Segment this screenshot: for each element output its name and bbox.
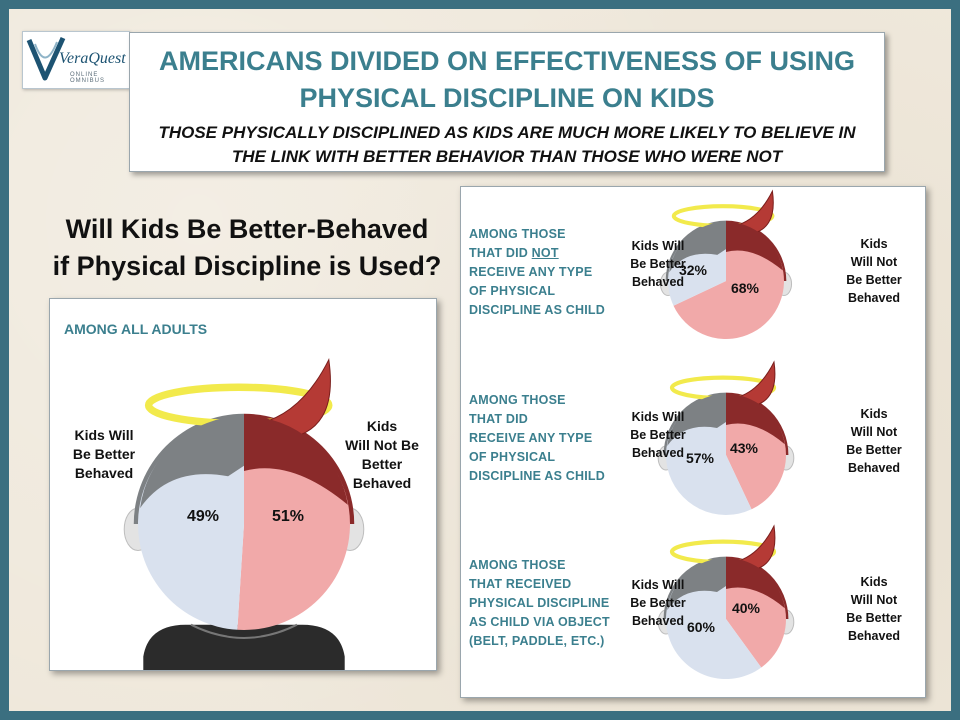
- hair-fringe-devil-icon: [726, 557, 785, 609]
- group2-title-line: THAT DID: [469, 412, 528, 426]
- label-not-line: Behaved: [352, 475, 412, 491]
- label-not-line: Will Not: [850, 425, 898, 439]
- label-not-line: Better: [361, 456, 403, 472]
- hair-fringe-angel-icon: [667, 557, 726, 610]
- group3-label-better: Kids Will Be Better Behaved: [623, 576, 693, 630]
- label-not-line: Be Better: [846, 273, 902, 287]
- logo-v-mark-icon: [26, 36, 66, 81]
- subgroup-pie-charts: 32% 68% 57% 43% 60% 40%: [657, 189, 795, 679]
- label-not-line: Will Not Be: [345, 437, 419, 453]
- group1-label-better: Kids Will Be Better Behaved: [623, 237, 693, 291]
- label-better-line: Kids Will: [631, 239, 685, 253]
- group2-label-better: Kids Will Be Better Behaved: [623, 408, 693, 462]
- label-not-line: Kids: [860, 407, 888, 421]
- header-title-line1: AMERICANS DIVIDED ON EFFECTIVENESS OF US…: [158, 46, 856, 76]
- question-line2: if Physical Discipline is Used?: [52, 251, 442, 281]
- label-better-line: Behaved: [631, 275, 685, 289]
- devil-horn-icon: [258, 358, 331, 440]
- label-not-line: Kids: [860, 575, 888, 589]
- group3-title-line: THAT RECEIVED: [469, 577, 572, 591]
- header-subtitle-line1: THOSE PHYSICALLY DISCIPLINED AS KIDS ARE…: [158, 123, 856, 142]
- header-title: AMERICANS DIVIDED ON EFFECTIVENESS OF US…: [130, 43, 884, 117]
- question-heading: Will Kids Be Better-Behaved if Physical …: [37, 211, 457, 285]
- pct-label-not-better: 43%: [730, 440, 759, 456]
- group2-title-line: AMONG THOSE: [469, 393, 566, 407]
- pct-label-not-better: 40%: [732, 600, 761, 616]
- veraquest-logo: VeraQuest ONLINE OMNIBUS: [22, 31, 130, 89]
- logo-tagline: ONLINE OMNIBUS: [70, 72, 106, 84]
- header-subtitle-line2: THE LINK WITH BETTER BEHAVIOR THAN THOSE…: [231, 147, 783, 166]
- label-better-line: Behaved: [74, 465, 134, 481]
- all-adults-title: AMONG ALL ADULTS: [64, 321, 208, 337]
- hair-fringe-devil-icon: [726, 393, 785, 445]
- all-adults-pie-chart: 49% 51%: [123, 358, 365, 670]
- label-not-line: Be Better: [846, 443, 902, 457]
- label-not-line: Behaved: [847, 291, 901, 305]
- label-better-line: Be Better: [630, 596, 686, 610]
- label-better-line: Kids Will: [631, 410, 685, 424]
- group2-title-line: RECEIVE ANY TYPE: [469, 431, 593, 445]
- devil-horn-icon: [733, 360, 776, 408]
- subgroups-panel: 32% 68% 57% 43% 60% 40% AMONG THOSE THAT DID …: [460, 186, 926, 698]
- group1-title-emphasis: NOT: [531, 246, 559, 260]
- group2-label-not-better: Kids Will Not Be Better Behaved: [839, 405, 909, 477]
- hair-fringe-devil-icon: [244, 415, 348, 505]
- group1-label-not-better: Kids Will Not Be Better Behaved: [839, 235, 909, 307]
- group3-label-not-better: Kids Will Not Be Better Behaved: [839, 573, 909, 645]
- label-better-line: Kids Will: [631, 578, 685, 592]
- label-better-line: Kids Will: [74, 427, 134, 443]
- group1-title-line: DISCIPLINE AS CHILD: [469, 303, 605, 317]
- group3-title-line: PHYSICAL DISCIPLINE: [469, 596, 610, 610]
- hair-fringe-angel-icon: [140, 415, 244, 509]
- group2-title-line: DISCIPLINE AS CHILD: [469, 469, 605, 483]
- label-not-line: Kids: [860, 237, 888, 251]
- group3-title: AMONG THOSE THAT RECEIVED PHYSICAL DISCI…: [469, 556, 610, 651]
- label-not-line: Behaved: [847, 629, 901, 643]
- hair-fringe-devil-icon: [726, 221, 783, 271]
- all-adults-label-not-better: Kids Will Not Be Better Behaved: [334, 417, 430, 493]
- group3-title-line: AMONG THOSE: [469, 558, 566, 572]
- group1-title-text: THAT DID: [469, 246, 532, 260]
- label-better-line: Behaved: [631, 614, 685, 628]
- label-better-line: Behaved: [631, 446, 685, 460]
- header-subtitle: THOSE PHYSICALLY DISCIPLINED AS KIDS ARE…: [130, 121, 884, 169]
- devil-horn-icon: [733, 524, 776, 572]
- pct-label-not-better: 68%: [731, 280, 760, 296]
- header-title-line2: PHYSICAL DISCIPLINE ON KIDS: [299, 83, 715, 113]
- label-better-line: Be Better: [630, 257, 686, 271]
- label-not-line: Kids: [366, 418, 398, 434]
- group1-title: AMONG THOSE THAT DID NOT RECEIVE ANY TYP…: [469, 225, 605, 320]
- group3-title-line: AS CHILD VIA OBJECT: [469, 615, 610, 629]
- question-line1: Will Kids Be Better-Behaved: [65, 214, 429, 244]
- header-box: AMERICANS DIVIDED ON EFFECTIVENESS OF US…: [129, 32, 885, 172]
- group1-title-line: OF PHYSICAL: [469, 284, 556, 298]
- group3-title-line: (BELT, PADDLE, ETC.): [469, 634, 605, 648]
- label-not-line: Will Not: [850, 593, 898, 607]
- pct-label-better: 32%: [679, 262, 708, 278]
- all-adults-panel: AMONG ALL ADULTS 49% 51% Kids Will Be Bet…: [49, 298, 437, 671]
- shirt-body-icon: [143, 624, 345, 670]
- shirt-collar-icon: [190, 623, 298, 639]
- label-not-line: Will Not: [850, 255, 898, 269]
- pct-label-better: 60%: [687, 619, 716, 635]
- devil-horn-icon: [733, 189, 774, 236]
- pct-label-better: 49%: [187, 508, 219, 525]
- group1-title-line: THAT DID NOT: [469, 244, 605, 263]
- pct-label-not-better: 51%: [272, 508, 304, 525]
- group1-title-line: RECEIVE ANY TYPE: [469, 265, 593, 279]
- group1-title-line: AMONG THOSE: [469, 227, 566, 241]
- hair-fringe-angel-icon: [669, 221, 726, 273]
- label-better-line: Be Better: [72, 446, 136, 462]
- pct-label-better: 57%: [686, 450, 715, 466]
- hair-fringe-angel-icon: [667, 393, 726, 446]
- group2-title: AMONG THOSE THAT DID RECEIVE ANY TYPE OF…: [469, 391, 605, 486]
- label-better-line: Be Better: [630, 428, 686, 442]
- label-not-line: Behaved: [847, 461, 901, 475]
- all-adults-label-better: Kids Will Be Better Behaved: [58, 426, 150, 483]
- group2-title-line: OF PHYSICAL: [469, 450, 556, 464]
- label-not-line: Be Better: [846, 611, 902, 625]
- logo-name: VeraQuest: [59, 50, 126, 67]
